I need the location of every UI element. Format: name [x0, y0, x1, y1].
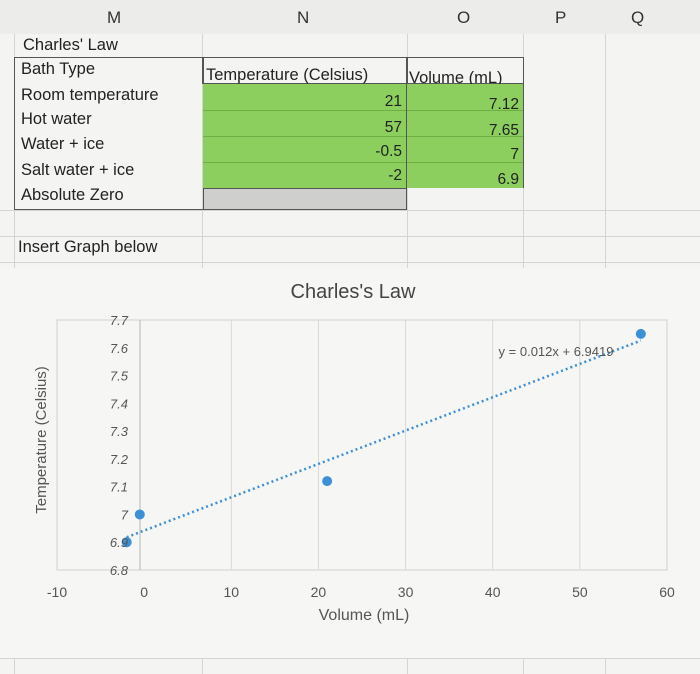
grid-line	[0, 210, 700, 211]
temperature-header-border	[202, 57, 408, 84]
grid-line	[203, 162, 523, 163]
row-vol[interactable]: 6.9	[497, 171, 519, 188]
data-point	[635, 328, 646, 339]
row-vol[interactable]: 7.12	[488, 96, 519, 113]
y-tick-label: 7.1	[110, 480, 128, 495]
y-tick-label: 7	[121, 507, 129, 522]
row-label[interactable]: Hot water	[21, 110, 92, 128]
row-temp[interactable]: -0.5	[375, 143, 402, 160]
x-tick-label: 10	[223, 584, 239, 600]
x-tick-label: 30	[398, 584, 414, 600]
y-tick-label: 7.4	[110, 396, 128, 411]
trendline-equation: y = 0.012x + 6.9419	[499, 344, 614, 359]
data-point	[322, 476, 333, 487]
chart-title[interactable]: Charles's Law	[291, 281, 417, 303]
x-tick-label: -10	[47, 584, 67, 600]
row-temp[interactable]: 57	[384, 119, 402, 136]
x-tick-label: 50	[572, 584, 588, 600]
insert-graph-note[interactable]: Insert Graph below	[18, 238, 158, 256]
column-header-m[interactable]: M	[107, 8, 122, 27]
cell-divider	[523, 84, 524, 188]
sheet-title[interactable]: Charles' Law	[23, 36, 118, 54]
y-tick-label: 7.5	[110, 369, 129, 384]
grid-line	[203, 136, 523, 137]
column-header-n[interactable]: N	[297, 8, 310, 27]
header-bath-type[interactable]: Bath Type	[21, 60, 96, 78]
x-tick-label: 60	[659, 584, 675, 600]
row-vol[interactable]: 7	[510, 146, 519, 163]
plot-frame	[56, 319, 668, 571]
row-temp[interactable]: 21	[384, 93, 402, 110]
x-axis-label[interactable]: Volume (mL)	[319, 607, 410, 624]
y-tick-label: 7.6	[110, 341, 129, 356]
absolute-zero-temp-cell[interactable]	[203, 188, 407, 210]
header-volume[interactable]: Volume (mL)	[409, 69, 503, 87]
trendline	[126, 339, 642, 539]
row-temp[interactable]: -2	[388, 167, 402, 184]
row-vol[interactable]: 7.65	[488, 122, 519, 139]
x-tick-label: 40	[485, 584, 501, 600]
y-tick-label: 6.9	[110, 535, 128, 550]
header-temperature[interactable]: Temperature (Celsius)	[206, 66, 369, 84]
data-point	[134, 509, 145, 520]
grid-line	[0, 262, 700, 263]
grid-line	[203, 110, 523, 111]
grid-line	[0, 658, 700, 659]
chart-area[interactable]	[0, 268, 700, 658]
grid-line	[0, 236, 700, 237]
y-axis-label[interactable]: Temperature (Celsius)	[33, 366, 50, 514]
x-tick-label: 20	[311, 584, 327, 600]
y-tick-label: 6.8	[110, 563, 129, 578]
x-tick-label: 0	[140, 584, 148, 600]
row-label[interactable]: Water + ice	[21, 135, 105, 153]
y-tick-label: 7.7	[110, 313, 129, 328]
volume-header-border	[406, 57, 524, 84]
row-label[interactable]: Absolute Zero	[21, 186, 124, 204]
column-header-q[interactable]: Q	[631, 8, 645, 27]
row-label[interactable]: Room temperature	[21, 86, 159, 104]
row-label[interactable]: Salt water + ice	[21, 161, 135, 179]
column-header-p[interactable]: P	[555, 8, 567, 27]
column-header-o[interactable]: O	[457, 8, 471, 27]
data-point	[121, 537, 132, 548]
y-tick-label: 7.2	[110, 452, 129, 467]
y-tick-label: 7.3	[110, 424, 129, 439]
cell-divider	[406, 84, 407, 188]
